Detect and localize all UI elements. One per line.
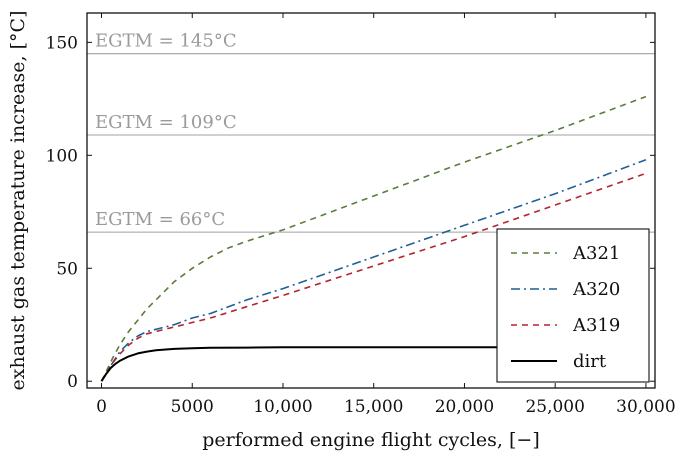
- egtm-reference-label: EGTM = 66°C: [95, 209, 225, 230]
- reference-lines: EGTM = 145°C EGTM = 109°C EGTM = 66°C: [87, 31, 655, 233]
- x-axis-label: performed engine flight cycles, [−]: [202, 429, 539, 451]
- series-lines: [100, 95, 647, 382]
- x-tick-label: 30,000: [616, 397, 675, 417]
- egtm-reference-label: EGTM = 145°C: [95, 31, 237, 52]
- series-line-a319: [100, 172, 647, 382]
- plot-frame: [86, 12, 656, 389]
- x-tick-label: 10,000: [253, 397, 312, 417]
- legend-box: [496, 228, 650, 383]
- y-tick-label: 100: [46, 146, 78, 166]
- y-tick-label: 50: [56, 259, 78, 279]
- legend: A321 A320 A319 dirt: [496, 228, 650, 383]
- y-tick-label: 0: [67, 372, 78, 392]
- x-tick-label: 20,000: [435, 397, 494, 417]
- x-tick-label: 15,000: [344, 397, 403, 417]
- legend-label-a319: A319: [572, 315, 620, 336]
- y-tick-label: 150: [46, 33, 78, 53]
- x-tick-label: 25,000: [525, 397, 584, 417]
- series-line-dirt: [100, 346, 501, 382]
- x-tick-label: 0: [96, 397, 107, 417]
- series-line-a320: [100, 159, 647, 382]
- legend-label-a321: A321: [572, 243, 620, 264]
- x-tick-label: 5000: [171, 397, 214, 417]
- legend-label-a320: A320: [572, 279, 620, 300]
- series-line-a321: [100, 95, 647, 382]
- egtm-reference-label: EGTM = 109°C: [95, 112, 237, 133]
- legend-label-dirt: dirt: [573, 351, 607, 372]
- y-axis-label: exhaust gas temperature increase, [°C]: [7, 11, 29, 391]
- axis-ticks: 0 5000 10,000 15,000 20,000 25,000 30,000 0 50 10…: [46, 13, 676, 417]
